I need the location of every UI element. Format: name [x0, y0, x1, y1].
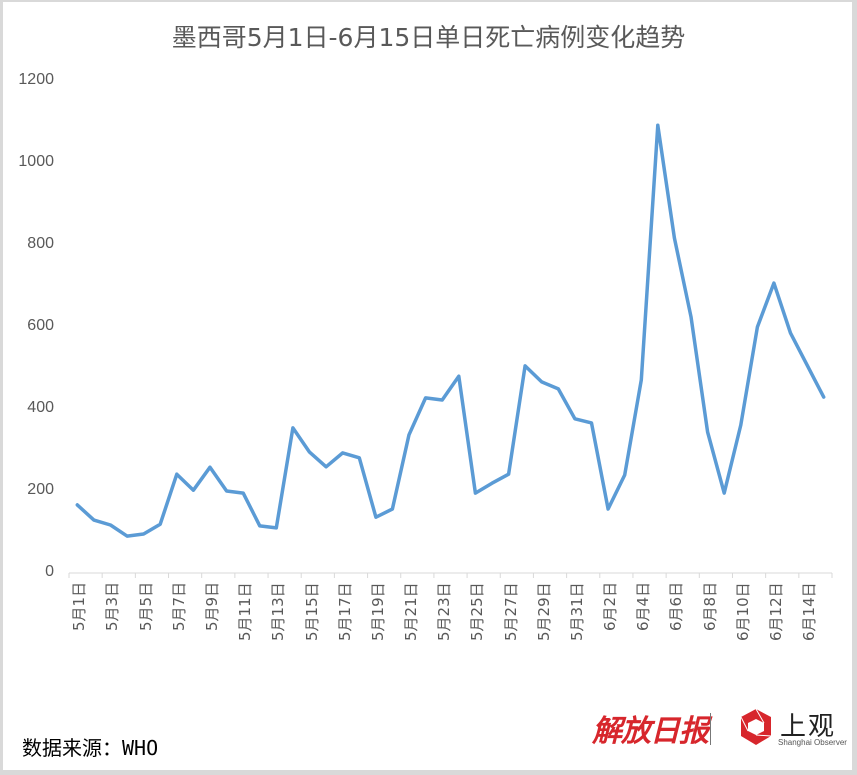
x-tick-label: 5月7日	[169, 582, 188, 632]
x-tick-label: 6月10日	[733, 582, 752, 641]
y-tick-label: 400	[27, 399, 54, 416]
y-tick-label: 0	[45, 563, 54, 580]
x-tick-label: 5月11日	[236, 582, 255, 641]
x-tick-label: 5月29日	[534, 582, 553, 641]
y-tick-label: 600	[27, 317, 54, 334]
chart-frame	[3, 2, 852, 770]
x-tick-label: 6月8日	[700, 582, 719, 632]
x-tick-label: 5月19日	[368, 582, 387, 641]
x-tick-label: 5月15日	[302, 582, 321, 641]
x-tick-label: 5月25日	[468, 582, 487, 641]
y-tick-label: 1200	[18, 71, 54, 88]
x-tick-label: 6月6日	[667, 582, 686, 632]
chart-title: 墨西哥5月1日-6月15日单日死亡病例变化趋势	[171, 23, 686, 52]
jiefang-daily-logo: 解放日报	[592, 714, 709, 749]
x-tick-label: 6月14日	[800, 582, 819, 641]
y-tick-label: 200	[27, 481, 54, 498]
shanghai-observer-logo-subtitle: Shanghai Observer	[778, 738, 847, 747]
shanghai-observer-logo-text: 上观	[780, 712, 837, 742]
x-tick-label: 5月1日	[70, 582, 89, 632]
x-tick-label: 5月9日	[202, 582, 221, 632]
data-source-note: 数据来源：WHO	[22, 736, 159, 760]
x-tick-label: 6月12日	[766, 582, 785, 641]
x-tick-label: 6月2日	[601, 582, 620, 632]
x-tick-label: 5月5日	[136, 582, 155, 632]
x-tick-label: 5月17日	[335, 582, 354, 641]
x-tick-label: 5月13日	[269, 582, 288, 641]
x-tick-label: 6月4日	[634, 582, 653, 632]
series-line-deaths	[75, 123, 826, 538]
y-tick-label: 800	[27, 235, 54, 252]
x-tick-label: 5月3日	[103, 582, 122, 632]
x-tick-label: 5月27日	[501, 582, 520, 641]
y-tick-label: 1000	[18, 153, 54, 170]
shanghai-observer-logo-icon	[740, 708, 772, 745]
x-axis-ticks	[68, 573, 833, 578]
x-tick-label: 5月31日	[567, 582, 586, 641]
x-tick-label: 5月23日	[435, 582, 454, 641]
logo-divider	[710, 713, 711, 745]
x-tick-label: 5月21日	[402, 582, 421, 641]
